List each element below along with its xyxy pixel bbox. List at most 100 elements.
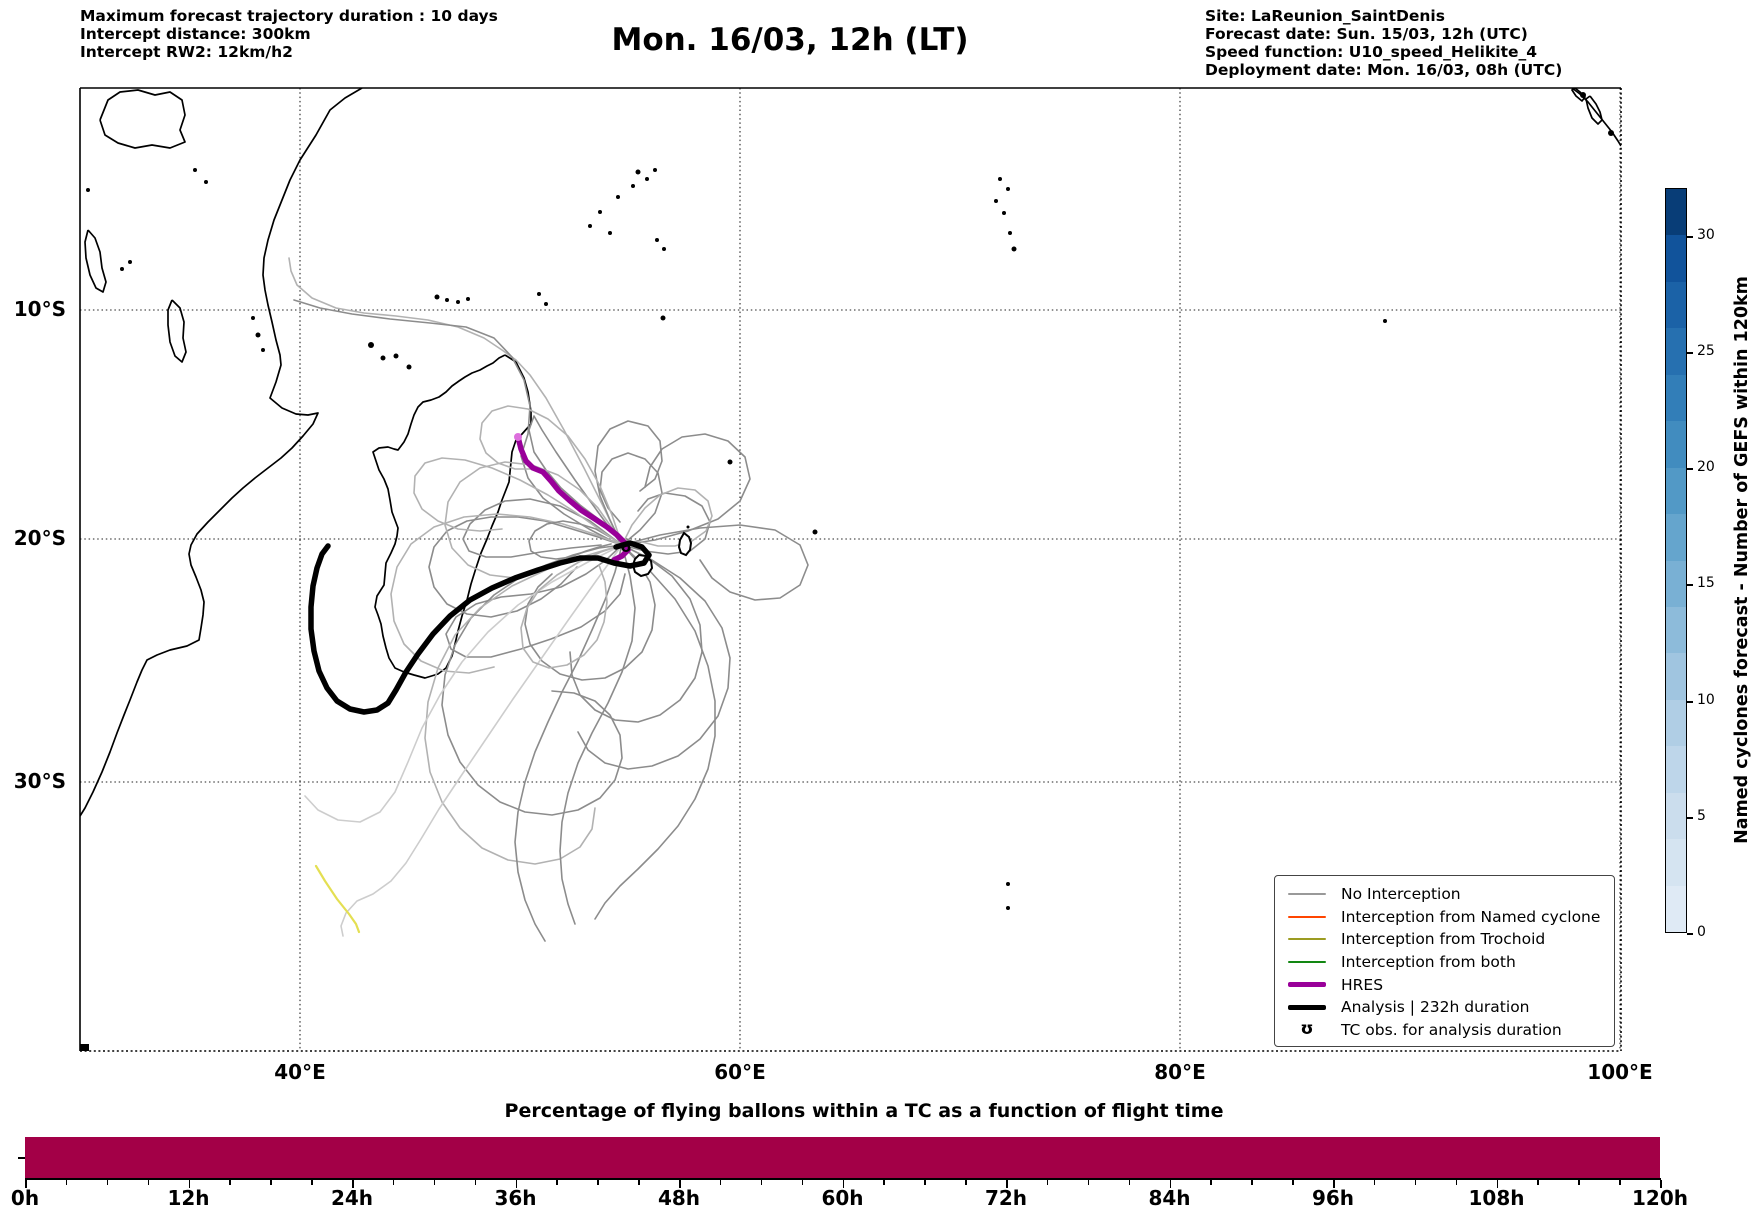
trajectory-no-interception — [514, 544, 623, 942]
colorbar-tick-label: 0 — [1697, 924, 1706, 940]
islet — [368, 342, 374, 348]
flight-time-minor-tick — [883, 1180, 885, 1185]
islet — [1383, 319, 1387, 323]
map-frame-border — [79, 87, 1622, 1052]
islet — [393, 353, 399, 359]
islet — [998, 177, 1002, 181]
trajectory-no-interception — [462, 498, 623, 558]
flight-time-minor-tick — [801, 1180, 804, 1185]
sumatra-coast-coastline — [1571, 88, 1621, 147]
islet — [1006, 187, 1010, 191]
site-info-block: Site: LaReunion_SaintDenis Forecast date:… — [1205, 7, 1562, 79]
flight-time-minor-tick — [147, 1180, 150, 1185]
colorbar-tick-label: 20 — [1697, 459, 1715, 475]
legend-item: HRES — [1287, 973, 1604, 996]
colorbar-segment — [1666, 421, 1686, 468]
legend-item: Interception from both — [1287, 951, 1604, 974]
colorbar-segment — [1666, 746, 1686, 793]
lon-tick-label: 60°E — [714, 1060, 766, 1084]
trajectory-no-interception — [413, 457, 623, 546]
trajectory-no-interception — [445, 544, 626, 658]
flight-time-tick-label: 36h — [494, 1186, 537, 1210]
islet — [1002, 211, 1006, 215]
flight-time-minor-tick — [1373, 1180, 1376, 1185]
flight-time-minor-tick — [229, 1180, 231, 1185]
flight-time-minor-tick — [965, 1180, 967, 1185]
colorbar-tick-label: 30 — [1697, 227, 1715, 243]
legend-line-swatch-line — [1288, 893, 1326, 896]
colorbar-segment — [1666, 281, 1686, 329]
islet — [1006, 882, 1010, 886]
legend-label: Interception from Named cyclone — [1341, 907, 1601, 926]
trajectory-no-interception — [304, 544, 623, 823]
colorbar-segment — [1666, 189, 1686, 236]
legend-label: HRES — [1341, 975, 1384, 994]
colorbar-segment — [1666, 560, 1686, 607]
trajectory-no-interception — [559, 544, 636, 925]
trajectory-no-interception — [528, 415, 623, 546]
trajectory-no-interception — [621, 487, 713, 547]
islet — [655, 238, 659, 242]
islet — [1608, 130, 1614, 136]
sumatra-top-blob-coastline — [1571, 88, 1586, 102]
flight-time-minor-tick — [1210, 1180, 1212, 1185]
flight-time-minor-tick — [1455, 1180, 1458, 1185]
islet — [660, 315, 666, 321]
percentage-bar — [25, 1137, 1660, 1178]
flight-time-tick-label: 108h — [1468, 1186, 1525, 1210]
colorbar-segment — [1666, 328, 1686, 375]
flight-time-minor-tick — [1537, 1180, 1539, 1185]
islet — [86, 188, 90, 192]
forecast-param-line: Maximum forecast trajectory duration : 1… — [80, 7, 498, 25]
colorbar-title: Named cyclones forecast - Number of GEFS… — [1732, 276, 1752, 844]
colorbar-segment — [1666, 792, 1686, 840]
trajectory-no-interception — [428, 516, 623, 618]
colorbar-tick — [1687, 933, 1693, 935]
islet — [204, 180, 208, 184]
flight-time-major-tick — [1496, 1180, 1498, 1188]
colorbar-segment — [1666, 885, 1686, 932]
islet — [445, 298, 449, 302]
islet — [1008, 231, 1012, 235]
legend-line-swatch-line — [1288, 961, 1326, 964]
legend-line-swatch-line — [1288, 938, 1326, 941]
flight-time-tick-label: 60h — [821, 1186, 864, 1210]
flight-time-major-tick — [679, 1180, 681, 1188]
flight-time-major-tick — [1006, 1180, 1008, 1188]
mauritius-island — [677, 531, 693, 557]
flight-time-minor-tick — [474, 1180, 477, 1185]
flight-time-minor-tick — [556, 1180, 558, 1185]
forecast-param-line: Intercept RW2: 12km/h2 — [80, 43, 293, 61]
islet — [120, 267, 124, 271]
colorbar-segment — [1666, 514, 1686, 561]
legend-label: Interception from both — [1341, 953, 1516, 972]
flight-time-major-tick — [1169, 1180, 1171, 1188]
trajectory-no-interception — [444, 461, 623, 579]
islet — [608, 231, 612, 235]
cyclone-icon: ʊ — [1300, 1019, 1314, 1040]
flight-time-minor-tick — [1578, 1180, 1580, 1185]
islet — [255, 332, 261, 338]
colorbar-segment — [1666, 699, 1686, 747]
legend-line-swatch-line — [1288, 915, 1326, 918]
islet — [406, 364, 412, 370]
lon-tick-label: 100°E — [1587, 1060, 1653, 1084]
site-info-line: Site: LaReunion_SaintDenis — [1205, 7, 1445, 25]
islet — [598, 210, 602, 214]
legend-label: TC obs. for analysis duration — [1341, 1020, 1562, 1039]
trajectory-no-interception — [569, 544, 703, 723]
islet — [631, 184, 635, 188]
colorbar-segment — [1666, 467, 1686, 515]
islet — [261, 348, 265, 352]
trajectory-no-interception — [520, 544, 623, 669]
legend-item: Analysis | 232h duration — [1287, 996, 1604, 1019]
islet — [537, 292, 541, 296]
flight-time-minor-tick — [1046, 1180, 1049, 1185]
colorbar-tick — [1687, 584, 1693, 586]
lake-malawi-coastline — [167, 299, 187, 363]
lat-tick-label: 10°S — [13, 297, 66, 321]
trajectory-no-interception — [528, 520, 623, 560]
flight-time-major-tick — [25, 1180, 27, 1188]
trajectory-no-interception — [621, 433, 751, 546]
